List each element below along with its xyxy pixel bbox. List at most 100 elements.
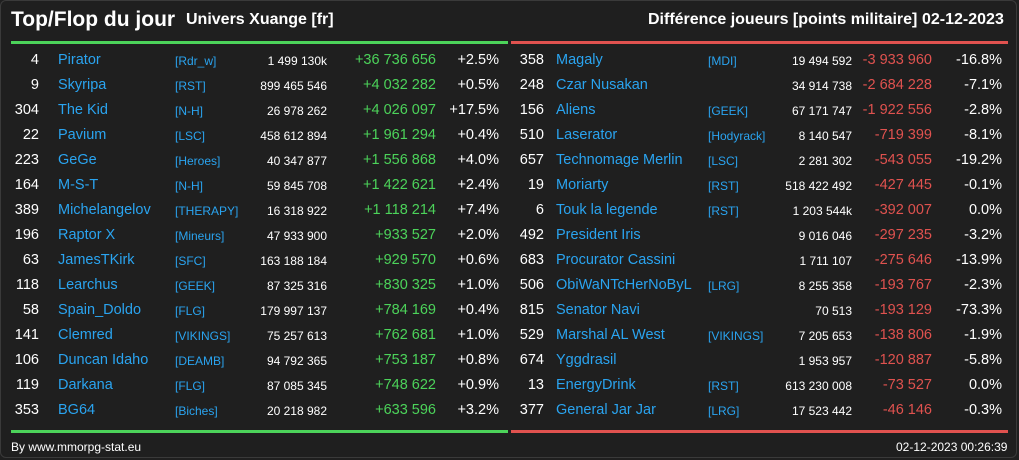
player-name-link[interactable]: Raptor X (58, 227, 116, 243)
player-name-link[interactable]: Aliens (556, 102, 596, 118)
total-points: 8 140 547 (798, 129, 852, 143)
alliance-link[interactable]: [N-H] (175, 104, 203, 118)
percent-change: +2.0% (457, 227, 499, 243)
player-name-link[interactable]: BG64 (58, 402, 96, 418)
alliance-link[interactable]: [LSC] (708, 154, 739, 168)
alliance-link[interactable]: [THERAPY] (175, 204, 239, 218)
player-name-link[interactable]: Marshal AL West (556, 327, 665, 343)
player-rank: 196 (14, 227, 39, 243)
points-diff: +748 622 (375, 377, 436, 393)
player-name-link[interactable]: GeGe (58, 152, 97, 168)
flop-row: 156 Aliens [GEEK] 67 171 747 -1 922 556 -2.8% (511, 97, 1008, 122)
player-name-link[interactable]: Yggdrasil (556, 352, 617, 368)
total-points: 899 465 546 (260, 79, 327, 93)
percent-change: +4.0% (457, 152, 499, 168)
player-name-link[interactable]: Learchus (58, 277, 118, 293)
total-points: 34 914 738 (791, 79, 852, 93)
flop-row: 674 Yggdrasil 1 953 957 -120 887 -5.8% (511, 347, 1008, 372)
percent-change: -16.8% (956, 52, 1002, 68)
alliance-link[interactable]: [N-H] (175, 179, 203, 193)
points-diff: -275 646 (874, 252, 932, 268)
header: Top/Flop du jour Univers Xuange [fr] Dif… (0, 0, 1019, 40)
percent-change: -3.2% (964, 227, 1002, 243)
player-name-link[interactable]: Skyripa (58, 77, 107, 93)
alliance-link[interactable]: [RST] (175, 79, 206, 93)
percent-change: +0.5% (457, 77, 499, 93)
points-diff: -392 007 (874, 202, 932, 218)
flop-row: 377 General Jar Jar [LRG] 17 523 442 -46 146… (511, 397, 1008, 422)
player-name-link[interactable]: EnergyDrink (556, 377, 636, 393)
alliance-link[interactable]: [Rdr_w] (175, 54, 217, 68)
player-rank: 683 (519, 252, 544, 268)
player-rank: 657 (519, 152, 544, 168)
alliance-link[interactable]: [VIKINGS] (708, 329, 764, 343)
percent-change: +7.4% (457, 202, 499, 218)
player-name-link[interactable]: Darkana (58, 377, 113, 393)
player-name-link[interactable]: Magaly (556, 52, 603, 68)
alliance-link[interactable]: [FLG] (175, 379, 206, 393)
player-name-link[interactable]: Senator Navi (556, 302, 640, 318)
player-name-link[interactable]: ObiWaNTcHerNoByL (556, 277, 692, 293)
player-name-link[interactable]: M-S-T (58, 177, 99, 193)
top-row: 389 Michelangelov [THERAPY] 16 318 922 +1 11… (11, 197, 508, 222)
alliance-link[interactable]: [Biches] (175, 404, 218, 418)
top-row: 22 Pavium [LSC] 458 612 894 +1 961 294 +0.4% (11, 122, 508, 147)
player-name-link[interactable]: Spain_Doldo (58, 302, 142, 318)
flop-divider (511, 41, 1008, 44)
player-name-link[interactable]: Duncan Idaho (58, 352, 149, 368)
alliance-link[interactable]: [LRG] (708, 404, 740, 418)
alliance-link[interactable]: [GEEK] (708, 104, 749, 118)
alliance-link[interactable]: [RST] (708, 379, 739, 393)
points-diff: -120 887 (874, 352, 932, 368)
player-name-link[interactable]: JamesTKirk (58, 252, 135, 268)
player-name-link[interactable]: Michelangelov (58, 202, 151, 218)
points-diff: +36 736 656 (354, 52, 436, 68)
player-name-link[interactable]: Pirator (58, 52, 101, 68)
player-name-link[interactable]: The Kid (58, 102, 108, 118)
player-name-link[interactable]: Pavium (58, 127, 107, 143)
alliance-link[interactable]: [MDI] (708, 54, 737, 68)
alliance-link[interactable]: [DEAMB] (175, 354, 225, 368)
top-row: 196 Raptor X [Mineurs] 47 933 900 +933 527 +2… (11, 222, 508, 247)
player-name-link[interactable]: Laserator (556, 127, 618, 143)
player-name-link[interactable]: Czar Nusakan (556, 77, 648, 93)
alliance-link[interactable]: [LSC] (175, 129, 206, 143)
flop-row: 6 Touk la legende [RST] 1 203 544k -392 007 0… (511, 197, 1008, 222)
alliance-link[interactable]: [FLG] (175, 304, 206, 318)
player-rank: 141 (14, 327, 39, 343)
alliance-link[interactable]: [RST] (708, 179, 739, 193)
player-name-link[interactable]: Procurator Cassini (556, 252, 676, 268)
percent-change: +2.5% (457, 52, 499, 68)
player-name-link[interactable]: Moriarty (556, 177, 609, 193)
player-name-link[interactable]: Technomage Merlin (556, 152, 683, 168)
alliance-link[interactable]: [SFC] (175, 254, 206, 268)
flop-row: 506 ObiWaNTcHerNoByL [LRG] 8 255 358 -193 76… (511, 272, 1008, 297)
total-points: 1 203 544k (792, 204, 852, 218)
alliance-link[interactable]: [Mineurs] (175, 229, 225, 243)
player-name-link[interactable]: Clemred (58, 327, 113, 343)
player-rank: 529 (519, 327, 544, 343)
alliance-link[interactable]: [Heroes] (175, 154, 221, 168)
top-row: 63 JamesTKirk [SFC] 163 188 184 +929 570 +0.6… (11, 247, 508, 272)
player-name-link[interactable]: General Jar Jar (556, 402, 656, 418)
alliance-link[interactable]: [GEEK] (175, 279, 216, 293)
points-diff: +784 169 (375, 302, 436, 318)
player-rank: 156 (519, 102, 544, 118)
alliance-link[interactable]: [Hodyrack] (708, 129, 766, 143)
player-rank: 377 (519, 402, 544, 418)
player-name-link[interactable]: President Iris (556, 227, 641, 243)
flop-row: 657 Technomage Merlin [LSC] 2 281 302 -543 0… (511, 147, 1008, 172)
percent-change: +0.6% (457, 252, 499, 268)
alliance-link[interactable]: [VIKINGS] (175, 329, 231, 343)
server-name: Univers Xuange [fr] (186, 11, 334, 28)
alliance-link[interactable]: [RST] (708, 204, 739, 218)
top-list: 4 Pirator [Rdr_w] 1 499 130k +36 736 656 +2.5… (11, 47, 508, 422)
alliance-link[interactable]: [LRG] (708, 279, 740, 293)
points-diff: -1 922 556 (862, 102, 932, 118)
points-diff: +1 422 621 (363, 177, 436, 193)
total-points: 59 845 708 (266, 179, 327, 193)
top-bottom-divider (11, 430, 508, 433)
player-name-link[interactable]: Touk la legende (556, 202, 658, 218)
total-points: 1 953 957 (798, 354, 852, 368)
top-row: 119 Darkana [FLG] 87 085 345 +748 622 +0.9% (11, 372, 508, 397)
